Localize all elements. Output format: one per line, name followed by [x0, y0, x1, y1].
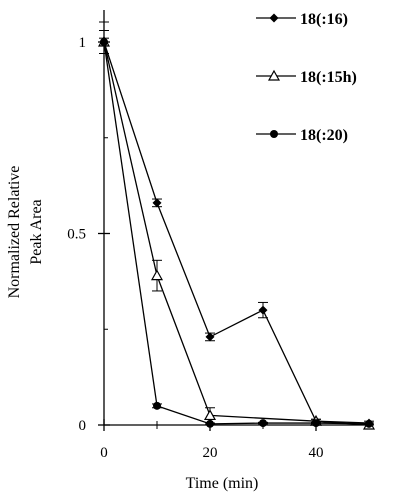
- y-tick-label: 0: [79, 418, 87, 434]
- data-point: [312, 419, 320, 428]
- x-tick-label: 20: [203, 445, 218, 461]
- data-point: [259, 419, 267, 428]
- series-layer: [97, 30, 376, 430]
- legend-marker: [269, 13, 279, 23]
- series-line: [103, 41, 370, 424]
- legend-label: 18(:15h): [300, 69, 357, 86]
- legend-marker: [267, 69, 281, 81]
- data-point: [150, 269, 164, 281]
- data-point: [365, 419, 373, 428]
- data-point: [206, 419, 214, 428]
- data-point: [258, 305, 268, 315]
- data-point: [152, 198, 162, 208]
- series-line: [103, 41, 370, 425]
- y-tick-label: 1: [79, 35, 87, 51]
- legend-item-2: 18(:15h): [256, 69, 357, 86]
- series-1: [99, 30, 374, 428]
- series-line: [103, 41, 370, 426]
- y-axis-label-line-1: Normalized Relative: [6, 166, 23, 299]
- data-point: [203, 409, 217, 421]
- data-point: [100, 38, 108, 46]
- legend-item-3: 18(:20): [256, 127, 348, 144]
- y-axis-label-line-2: Peak Area: [28, 199, 45, 264]
- legend-item-1: 18(:16): [256, 11, 348, 28]
- series-3: [99, 37, 374, 428]
- x-axis-label: Time (min): [186, 475, 259, 492]
- axes: 0 0.5 1 0 20 40: [67, 10, 372, 461]
- legend-label: 18(:20): [300, 127, 348, 144]
- legend-label: 18(:16): [300, 11, 348, 28]
- legend-marker: [270, 130, 278, 138]
- x-tick-label: 40: [309, 445, 324, 461]
- x-tick-label: 0: [100, 445, 108, 461]
- data-point: [205, 332, 215, 342]
- series-2: [97, 30, 376, 430]
- legend: 18(:16) 18(:15h) 18(:20): [256, 11, 357, 144]
- data-point: [153, 401, 161, 410]
- y-tick-label: 0.5: [67, 227, 86, 243]
